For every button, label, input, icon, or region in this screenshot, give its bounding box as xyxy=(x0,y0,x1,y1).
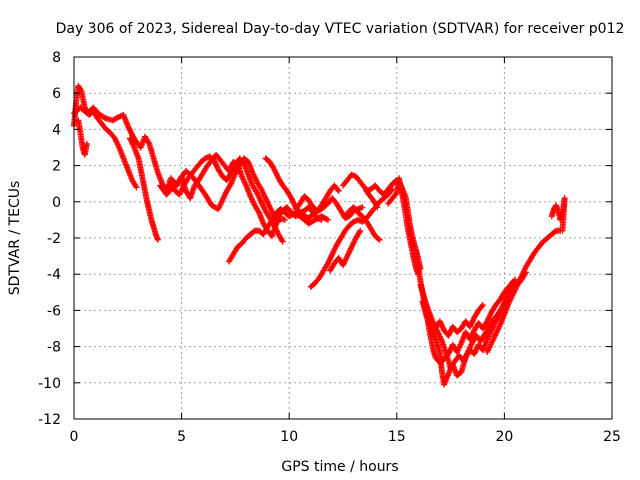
series-4 xyxy=(126,135,161,243)
data-point-marker xyxy=(133,184,140,191)
y-axis-ticks: -12 -10 -8 -6 -4 -2 0 2 4 6 8 xyxy=(38,50,612,428)
chart-title: Day 306 of 2023, Sidereal Day-to-day VTE… xyxy=(56,21,625,37)
x-tick-label: 10 xyxy=(280,429,298,445)
grid xyxy=(74,57,612,419)
data-point-marker xyxy=(114,114,121,121)
data-point-marker xyxy=(83,140,90,147)
y-tick-label: 4 xyxy=(52,122,61,138)
data-point-marker xyxy=(335,187,342,194)
data-point-marker xyxy=(376,236,383,243)
x-axis-label: GPS time / hours xyxy=(281,459,398,475)
series-12 xyxy=(327,227,364,274)
series-22 xyxy=(548,195,568,234)
data-point-marker xyxy=(101,114,108,121)
y-tick-label: 2 xyxy=(52,159,61,175)
data-point-marker xyxy=(275,218,282,225)
y-tick-label: 8 xyxy=(52,50,61,66)
data-point-marker xyxy=(522,269,529,276)
data-point-marker xyxy=(359,204,366,211)
series-9 xyxy=(271,195,366,223)
y-tick-label: 6 xyxy=(52,86,61,102)
y-tick-label: -2 xyxy=(47,231,61,247)
x-axis-ticks: 0 5 10 15 20 25 xyxy=(70,57,621,445)
x-tick-label: 25 xyxy=(603,429,621,445)
data-point-marker xyxy=(323,216,330,223)
data-point-marker xyxy=(374,204,381,211)
y-axis-label: SDTVAR / TECUs xyxy=(7,181,23,296)
y-tick-label: 0 xyxy=(52,195,61,211)
series-21 xyxy=(484,269,529,356)
data-point-marker xyxy=(324,216,331,223)
y-tick-label: -6 xyxy=(47,303,61,319)
x-tick-label: 15 xyxy=(388,429,406,445)
y-tick-label: -8 xyxy=(47,340,61,356)
y-tick-label: -12 xyxy=(38,412,61,428)
x-tick-label: 0 xyxy=(70,429,79,445)
data-points xyxy=(71,82,568,388)
data-point-marker xyxy=(281,216,288,223)
data-point-marker xyxy=(375,235,382,242)
data-point-marker xyxy=(479,301,486,308)
x-tick-label: 20 xyxy=(495,429,513,445)
series-14 xyxy=(340,171,381,211)
data-point-marker xyxy=(512,276,519,283)
y-tick-label: -10 xyxy=(38,376,61,392)
data-point-marker xyxy=(357,227,364,234)
data-point-marker xyxy=(559,227,566,234)
y-tick-label: -4 xyxy=(47,267,61,283)
x-tick-label: 5 xyxy=(177,429,186,445)
series-20 xyxy=(419,298,486,339)
series-13 xyxy=(342,204,383,243)
data-point-marker xyxy=(154,236,161,243)
data-point-marker xyxy=(279,238,286,245)
series-11 xyxy=(307,186,396,290)
series-2 xyxy=(75,117,90,158)
series-10 xyxy=(292,182,342,214)
